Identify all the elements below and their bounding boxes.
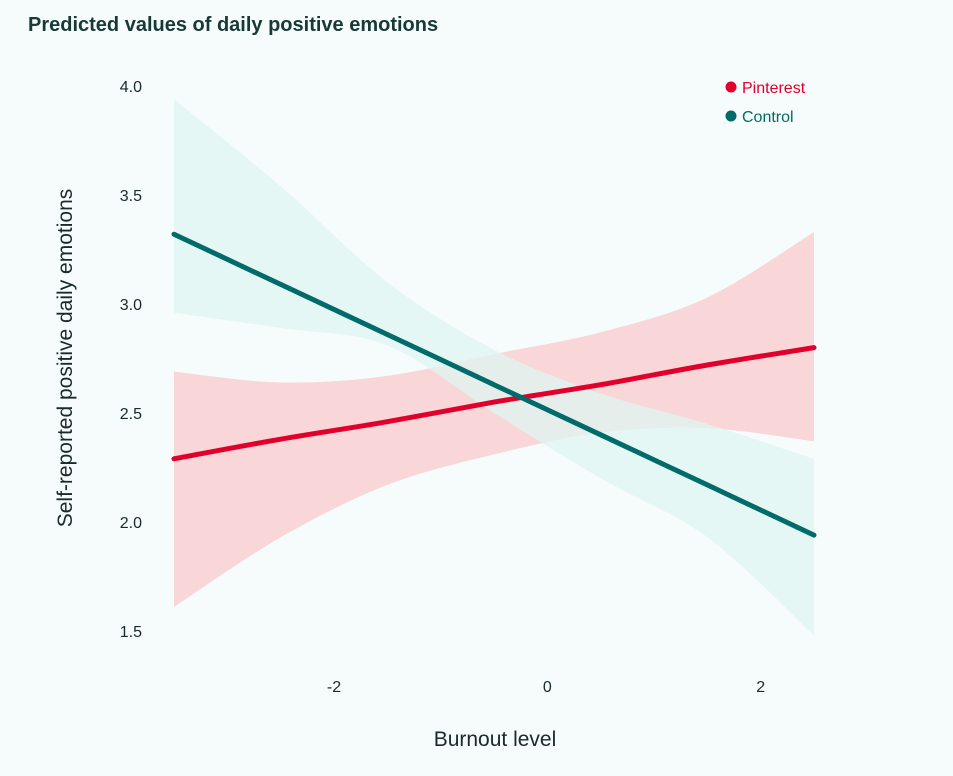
y-tick-label: 3.5 bbox=[120, 188, 142, 205]
y-axis-ticks: 1.5 2.0 2.5 3.0 3.5 4.0 bbox=[120, 79, 142, 641]
control-series-line bbox=[171, 231, 817, 538]
legend-marker-control bbox=[725, 110, 737, 122]
confidence-bands bbox=[174, 99, 814, 636]
legend-marker-pinterest bbox=[725, 81, 737, 93]
legend-label-pinterest: Pinterest bbox=[742, 80, 806, 97]
y-tick-label: 3.0 bbox=[120, 297, 142, 314]
chart-title: Predicted values of daily positive emoti… bbox=[28, 14, 439, 36]
y-tick-label: 2.5 bbox=[120, 406, 142, 423]
y-tick-label: 4.0 bbox=[120, 79, 142, 96]
control-confidence-band bbox=[174, 99, 814, 636]
legend-label-control: Control bbox=[742, 109, 794, 126]
x-tick-label: 0 bbox=[543, 679, 552, 696]
x-axis-ticks: -2 0 2 bbox=[327, 679, 765, 696]
x-tick-label: 2 bbox=[756, 679, 765, 696]
series-lines bbox=[171, 231, 817, 538]
pinterest-series-line bbox=[171, 345, 817, 462]
y-tick-label: 1.5 bbox=[120, 624, 142, 641]
pinterest-confidence-band bbox=[174, 232, 814, 607]
x-tick-label: -2 bbox=[327, 679, 341, 696]
x-axis-label: Burnout level bbox=[434, 728, 557, 751]
y-axis-label: Self-reported positive daily emotions bbox=[54, 189, 77, 528]
legend: Pinterest Control bbox=[725, 80, 806, 126]
y-tick-label: 2.0 bbox=[120, 515, 142, 532]
